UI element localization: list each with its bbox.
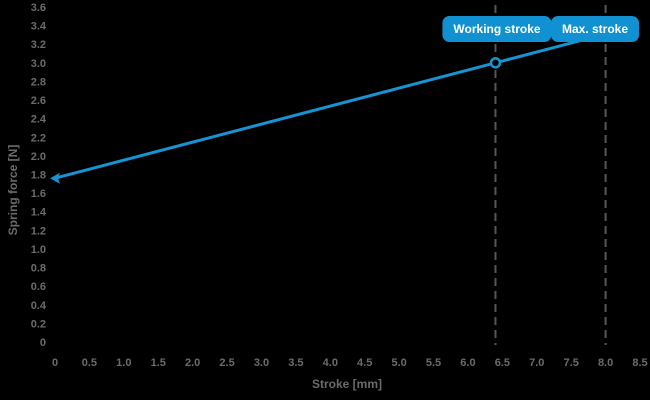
y-tick-label: 2.2	[31, 132, 46, 144]
y-tick-label: 1.4	[31, 207, 47, 219]
x-tick-label: 4.0	[323, 357, 338, 369]
x-tick-label: 7.5	[564, 357, 579, 369]
x-axis-title: Stroke [mm]	[311, 377, 383, 391]
y-tick-label: 3.2	[31, 39, 46, 51]
y-tick-label: 0.2	[31, 318, 46, 330]
x-tick-label: 6.5	[495, 357, 510, 369]
y-tick-label: 0.8	[31, 263, 46, 275]
x-tick-label: 3.0	[254, 357, 269, 369]
working-stroke-badge: Working stroke	[442, 16, 552, 42]
y-tick-label: 1.6	[31, 188, 46, 200]
x-tick-label: 0.5	[82, 357, 97, 369]
y-tick-label: 1.2	[31, 225, 46, 237]
x-tick-label: 2.5	[219, 357, 234, 369]
x-tick-label: 5.5	[426, 357, 441, 369]
y-tick-label: 3.4	[31, 21, 47, 33]
x-tick-label: 6.0	[460, 357, 475, 369]
y-tick-label: 1.8	[31, 170, 46, 182]
y-tick-label: 0	[40, 337, 46, 349]
y-tick-label: 2.6	[31, 95, 46, 107]
y-tick-label: 2.0	[31, 151, 46, 163]
x-tick-label: 0	[52, 357, 58, 369]
x-tick-label: 4.5	[357, 357, 372, 369]
x-tick-label: 2.0	[185, 357, 200, 369]
y-tick-label: 2.8	[31, 76, 46, 88]
start-arrow-marker	[50, 172, 60, 184]
max-stroke-badge: Max. stroke	[550, 16, 640, 42]
y-tick-label: 2.4	[31, 114, 47, 126]
y-tick-label: 3.0	[31, 58, 46, 70]
y-tick-label: 1.0	[31, 244, 46, 256]
spring-force-line	[54, 32, 606, 180]
x-tick-label: 5.0	[391, 357, 406, 369]
x-tick-label: 8.5	[632, 357, 647, 369]
x-tick-label: 3.5	[288, 357, 303, 369]
y-tick-label: 3.6	[31, 2, 46, 14]
y-axis-title: Spring force [N]	[6, 144, 20, 236]
x-tick-label: 7.0	[529, 357, 544, 369]
x-tick-label: 8.0	[598, 357, 613, 369]
y-tick-label: 0.4	[31, 300, 47, 312]
x-tick-label: 1.5	[151, 357, 166, 369]
y-tick-label: 0.6	[31, 281, 46, 293]
x-tick-label: 1.0	[116, 357, 131, 369]
working-point-marker	[489, 57, 502, 69]
